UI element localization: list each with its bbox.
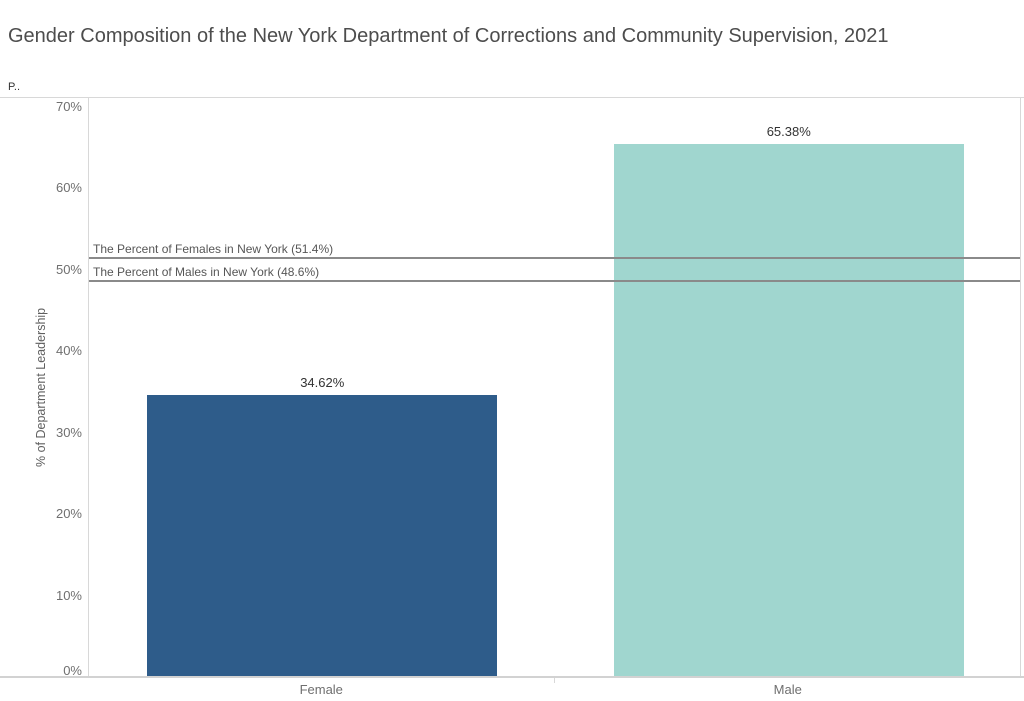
y-tick-label: 0% — [63, 663, 82, 678]
plot-area: 34.62% 65.38% The Percent of Females in Ne… — [88, 97, 1021, 677]
top-divider-line — [0, 97, 1024, 98]
x-axis-line — [0, 676, 1024, 678]
x-axis-label-male: Male — [773, 682, 802, 697]
y-tick-label: 30% — [55, 424, 82, 440]
bar-male[interactable] — [613, 144, 964, 677]
reference-line-1 — [89, 280, 1020, 283]
chart-title: Gender Composition of the New York Depar… — [8, 25, 889, 47]
y-tick-label: 20% — [55, 506, 82, 522]
x-axis-labels: Female Male — [88, 682, 1021, 700]
y-tick-label: 10% — [55, 587, 82, 603]
y-axis-tick-labels: 0% 10% 20% 30% 40% 50% 60% 70% — [0, 97, 82, 678]
bar-value-label-female: 34.62% — [300, 374, 345, 390]
y-tick-label: 50% — [55, 261, 82, 277]
reference-line-label-1: The Percent of Males in New York (48.6%) — [93, 265, 320, 280]
x-axis-label-female: Female — [299, 682, 343, 697]
pane-field-label: P.. — [8, 81, 21, 93]
y-tick-label: 70% — [55, 98, 82, 114]
reference-line-0 — [89, 257, 1020, 260]
y-tick-label: 40% — [55, 343, 82, 359]
bar-female[interactable] — [147, 394, 498, 677]
category-divider-tick — [554, 678, 555, 683]
bar-value-label-male: 65.38% — [766, 124, 811, 140]
reference-line-label-0: The Percent of Females in New York (51.4… — [93, 242, 334, 257]
y-tick-label: 60% — [55, 180, 82, 196]
